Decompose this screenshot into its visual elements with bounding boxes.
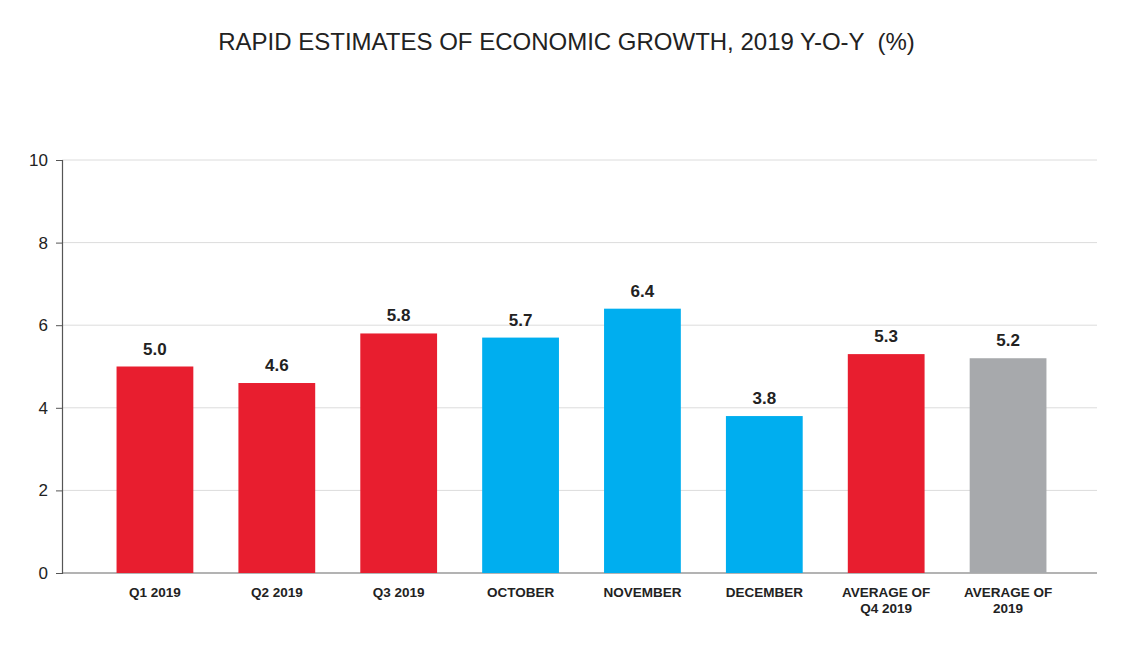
chart: RAPID ESTIMATES OF ECONOMIC GROWTH, 2019… bbox=[0, 0, 1133, 654]
x-tick: Q3 2019 bbox=[373, 585, 425, 600]
bar bbox=[726, 416, 803, 573]
x-tick: AVERAGE OF2019 bbox=[964, 585, 1052, 616]
y-tick-mark bbox=[56, 325, 62, 326]
grid-line bbox=[62, 572, 1097, 574]
y-tick: 10 bbox=[29, 151, 62, 170]
x-tick-label: NOVEMBER bbox=[603, 585, 681, 600]
x-tick-label-line: 2019 bbox=[993, 601, 1023, 616]
x-tick-label: AVERAGE OF2019 bbox=[964, 585, 1052, 616]
bar bbox=[848, 354, 925, 573]
x-tick-label: DECEMBER bbox=[726, 585, 804, 600]
y-tick-mark bbox=[56, 408, 62, 409]
x-tick-label-line: Q4 2019 bbox=[860, 601, 912, 616]
y-tick-label: 6 bbox=[39, 316, 48, 335]
y-tick-mark bbox=[56, 490, 62, 491]
y-tick-label: 10 bbox=[29, 151, 48, 170]
grid bbox=[62, 160, 1097, 573]
bar bbox=[604, 309, 681, 573]
x-tick: Q1 2019 bbox=[129, 585, 181, 600]
y-tick: 6 bbox=[39, 316, 62, 335]
data-label: 4.6 bbox=[265, 356, 289, 375]
x-tick-label: AVERAGE OFQ4 2019 bbox=[842, 585, 930, 616]
x-tick-label: Q3 2019 bbox=[373, 585, 425, 600]
y-tick-mark bbox=[56, 573, 62, 574]
bar bbox=[117, 367, 194, 574]
y-tick: 0 bbox=[39, 564, 62, 583]
data-label: 5.2 bbox=[996, 331, 1020, 350]
x-tick: OCTOBER bbox=[487, 585, 555, 600]
x-tick-label-line: AVERAGE OF bbox=[842, 585, 930, 600]
grid-line bbox=[62, 490, 1097, 491]
grid-line bbox=[62, 242, 1097, 243]
x-axis: Q1 2019 Q2 2019 Q3 2019 OCTOBER NOVEMBER DECE… bbox=[129, 585, 1052, 616]
bar bbox=[238, 383, 315, 573]
y-tick: 8 bbox=[39, 234, 62, 253]
grid-line bbox=[62, 160, 1097, 161]
bar bbox=[482, 338, 559, 573]
bar bbox=[970, 358, 1047, 573]
bars bbox=[117, 309, 1047, 573]
title: RAPID ESTIMATES OF ECONOMIC GROWTH, 2019… bbox=[218, 28, 915, 55]
y-axis-line bbox=[56, 161, 63, 574]
x-tick-label: OCTOBER bbox=[487, 585, 555, 600]
x-tick-label: Q2 2019 bbox=[251, 585, 303, 600]
y-tick-label: 0 bbox=[39, 564, 48, 583]
y-tick-label: 8 bbox=[39, 234, 48, 253]
data-labels: 5.0 4.6 5.8 5.7 6.4 3.8 5.3 5.2 bbox=[143, 282, 1020, 408]
x-tick: DECEMBER bbox=[726, 585, 804, 600]
data-label: 3.8 bbox=[752, 389, 776, 408]
x-tick: NOVEMBER bbox=[603, 585, 681, 600]
data-label: 5.0 bbox=[143, 340, 167, 359]
bar bbox=[360, 333, 437, 573]
y-tick-label: 2 bbox=[39, 481, 48, 500]
y-axis: 0 2 4 6 8 10 bbox=[29, 151, 62, 583]
data-label: 5.3 bbox=[874, 327, 898, 346]
grid-line bbox=[62, 325, 1097, 326]
x-tick-label: Q1 2019 bbox=[129, 585, 181, 600]
x-tick: Q2 2019 bbox=[251, 585, 303, 600]
data-label: 5.7 bbox=[509, 311, 533, 330]
data-label: 5.8 bbox=[387, 306, 411, 325]
data-label: 6.4 bbox=[631, 282, 655, 301]
y-tick: 2 bbox=[39, 481, 62, 500]
y-tick-mark bbox=[56, 160, 62, 161]
y-tick-mark bbox=[56, 243, 62, 244]
y-tick: 4 bbox=[39, 399, 62, 418]
y-tick-label: 4 bbox=[39, 399, 48, 418]
x-tick: AVERAGE OFQ4 2019 bbox=[842, 585, 930, 616]
x-tick-label-line: AVERAGE OF bbox=[964, 585, 1052, 600]
grid-line bbox=[62, 407, 1097, 408]
